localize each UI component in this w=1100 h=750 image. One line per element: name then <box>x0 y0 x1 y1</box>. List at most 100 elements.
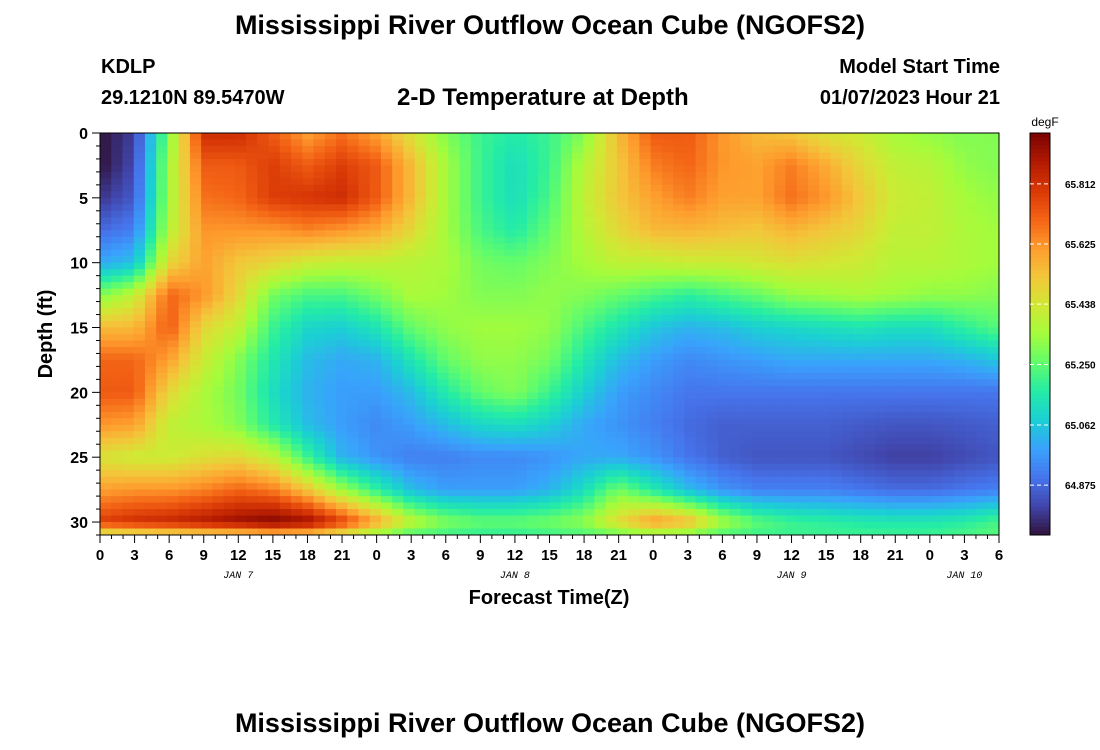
heatmap-cell <box>684 210 696 218</box>
heatmap-cell <box>763 243 775 251</box>
heatmap-cell <box>740 463 753 471</box>
heatmap-cell <box>246 165 258 173</box>
heatmap-cell <box>189 431 202 439</box>
heatmap-cell <box>931 424 944 432</box>
heatmap-cell <box>223 295 236 302</box>
heatmap-cell <box>448 191 460 199</box>
heatmap-cell <box>695 321 708 328</box>
heatmap-cell <box>706 489 719 497</box>
heatmap-cell <box>819 282 831 290</box>
heatmap-cell <box>583 431 595 439</box>
heatmap-cell <box>942 359 955 367</box>
heatmap-cell <box>144 197 157 205</box>
heatmap-cell <box>583 450 595 458</box>
heatmap-cell <box>965 470 977 478</box>
heatmap-cell <box>886 392 899 400</box>
heatmap-cell <box>223 243 236 251</box>
heatmap-cell <box>538 288 550 296</box>
heatmap-cell <box>122 463 135 471</box>
heatmap-cell <box>616 217 629 225</box>
heatmap-cell <box>268 372 281 380</box>
heatmap-cell <box>796 398 809 406</box>
heatmap-cell <box>841 528 854 536</box>
heatmap-cell <box>335 139 348 147</box>
heatmap-cell <box>335 236 348 244</box>
heatmap-cell <box>246 346 258 354</box>
heatmap-cell <box>358 249 371 257</box>
heatmap-cell <box>515 256 528 264</box>
heatmap-cell <box>369 230 382 238</box>
heatmap-cell <box>178 204 191 212</box>
heatmap-cell <box>695 275 708 283</box>
heatmap-cell <box>954 327 966 335</box>
heatmap-cell <box>616 152 629 160</box>
heatmap-cell <box>796 437 809 445</box>
heatmap-cell <box>920 223 932 231</box>
heatmap-cell <box>279 509 292 516</box>
heatmap-cell <box>695 470 708 478</box>
heatmap-cell <box>111 210 123 218</box>
heatmap-cell <box>291 165 303 173</box>
heatmap-cell <box>302 522 314 529</box>
heatmap-cell <box>987 476 1000 484</box>
heatmap-cell <box>178 210 191 218</box>
heatmap-cell <box>605 522 618 529</box>
heatmap-cell <box>718 236 730 244</box>
heatmap-cell <box>673 314 685 322</box>
heatmap-cell <box>695 243 708 251</box>
heatmap-cell <box>122 366 135 374</box>
heatmap-cell <box>482 243 494 251</box>
heatmap-cell <box>695 366 708 374</box>
heatmap-cell <box>954 288 966 296</box>
heatmap-cell <box>482 398 494 406</box>
heatmap-cell <box>864 139 876 147</box>
heatmap-cell <box>246 314 258 322</box>
heatmap-cell <box>178 275 191 283</box>
station-id: KDLP <box>101 56 156 78</box>
heatmap-cell <box>167 217 180 225</box>
heatmap-cell <box>549 489 562 497</box>
heatmap-cell <box>763 424 775 432</box>
heatmap-cell <box>358 470 371 478</box>
heatmap-cell <box>111 152 123 160</box>
heatmap-cell <box>628 437 640 445</box>
heatmap-cell <box>201 275 213 283</box>
heatmap-cell <box>257 457 269 465</box>
heatmap-cell <box>414 139 427 147</box>
heatmap-cell <box>358 379 371 387</box>
heatmap-cell <box>268 340 281 348</box>
heatmap-cell <box>650 217 663 225</box>
heatmap-cell <box>819 483 831 491</box>
heatmap-cell <box>133 230 146 238</box>
heatmap-cell <box>661 327 674 335</box>
heatmap-cell <box>414 165 427 173</box>
heatmap-cell <box>291 184 303 192</box>
heatmap-cell <box>886 275 899 283</box>
heatmap-cell <box>729 295 741 302</box>
heatmap-cell <box>414 204 427 212</box>
heatmap-cell <box>403 230 416 238</box>
heatmap-cell <box>706 502 719 510</box>
heatmap-cell <box>695 476 708 484</box>
heatmap-cell <box>313 178 326 186</box>
heatmap-cell <box>504 282 517 290</box>
heatmap-cell <box>437 334 449 341</box>
heatmap-cell <box>335 217 348 225</box>
heatmap-cell <box>560 249 573 257</box>
heatmap-cell <box>740 470 753 478</box>
heatmap-cell <box>673 470 685 478</box>
heatmap-cell <box>144 191 157 199</box>
heatmap-cell <box>684 139 696 147</box>
heatmap-cell <box>583 496 595 503</box>
heatmap-cell <box>223 502 236 510</box>
heatmap-cell <box>493 334 505 341</box>
heatmap-cell <box>751 463 764 471</box>
heatmap-cell <box>335 327 348 335</box>
heatmap-cell <box>616 515 629 523</box>
heatmap-cell <box>616 424 629 432</box>
heatmap-cell <box>380 217 393 225</box>
heatmap-cell <box>144 483 157 491</box>
heatmap-cell <box>234 230 247 238</box>
heatmap-cell <box>156 431 168 439</box>
heatmap-cell <box>201 515 213 523</box>
